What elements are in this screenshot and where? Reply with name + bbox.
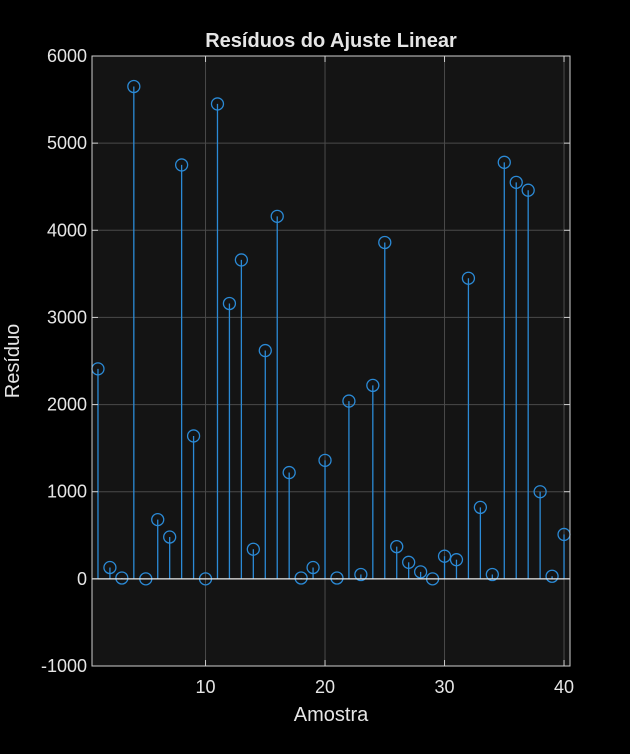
- stem-marker: [306, 560, 320, 575]
- stem-marker: [497, 155, 511, 169]
- stem-marker: [258, 343, 272, 358]
- stem-marker: [174, 158, 189, 172]
- stem-marker: [210, 97, 225, 111]
- stem-marker: [342, 394, 356, 408]
- stem-marker: [246, 542, 260, 556]
- stem-marker: [461, 271, 476, 285]
- stem-marker: [151, 512, 165, 527]
- stem-marker: [521, 183, 535, 197]
- stem-marker: [413, 565, 428, 579]
- y-tick-label: 3000: [47, 307, 87, 327]
- y-tick-label: 5000: [47, 133, 87, 153]
- stem-marker: [163, 530, 177, 544]
- stem-marker: [282, 465, 296, 480]
- axes-frame: [91, 55, 571, 667]
- y-tick-label: 0: [77, 569, 87, 589]
- x-tick-label: 40: [554, 677, 574, 697]
- y-tick-label: 1000: [47, 482, 87, 502]
- stem-marker: [366, 378, 380, 393]
- stem-marker: [545, 569, 559, 583]
- stem-marker: [186, 429, 201, 443]
- plot-area: [92, 56, 570, 666]
- stem-marker: [354, 567, 368, 582]
- stem-marker: [127, 79, 141, 94]
- grid-lines: [92, 55, 570, 667]
- stem-marker: [115, 571, 129, 585]
- x-tick-label: 30: [435, 677, 455, 697]
- x-tick-label: 10: [196, 677, 216, 697]
- y-tick-label: 4000: [47, 220, 87, 240]
- stem-marker: [222, 296, 237, 311]
- x-tick-label: 20: [315, 677, 335, 697]
- stem-marker: [234, 253, 249, 267]
- y-tick-label: -1000: [41, 656, 87, 676]
- stem-marker: [437, 549, 452, 563]
- y-tick-label: 2000: [47, 395, 87, 415]
- stem-marker: [294, 571, 308, 585]
- stem-marker: [509, 175, 523, 190]
- stem-marker: [378, 235, 392, 250]
- stem-marker: [270, 209, 284, 223]
- stem-marker: [402, 555, 416, 569]
- y-tick-label: 6000: [47, 46, 87, 66]
- chart-title: Resíduos do Ajuste Linear: [205, 30, 457, 52]
- y-axis-label: Resíduo: [2, 324, 24, 399]
- series-stems: [91, 79, 571, 586]
- axis-ticks: 10 20 30 40 -1000 0 1000 2000 3000 4000 5000 6000: [41, 46, 574, 697]
- stem-marker: [330, 571, 344, 585]
- stem-marker: [485, 567, 499, 582]
- stem-marker: [390, 539, 404, 554]
- stem-marker: [318, 453, 332, 467]
- stem-marker: [103, 560, 117, 575]
- stem-marker: [473, 500, 488, 515]
- stem-marker: [533, 485, 547, 499]
- x-axis-label: Amostra: [294, 704, 369, 726]
- stem-marker: [449, 553, 464, 567]
